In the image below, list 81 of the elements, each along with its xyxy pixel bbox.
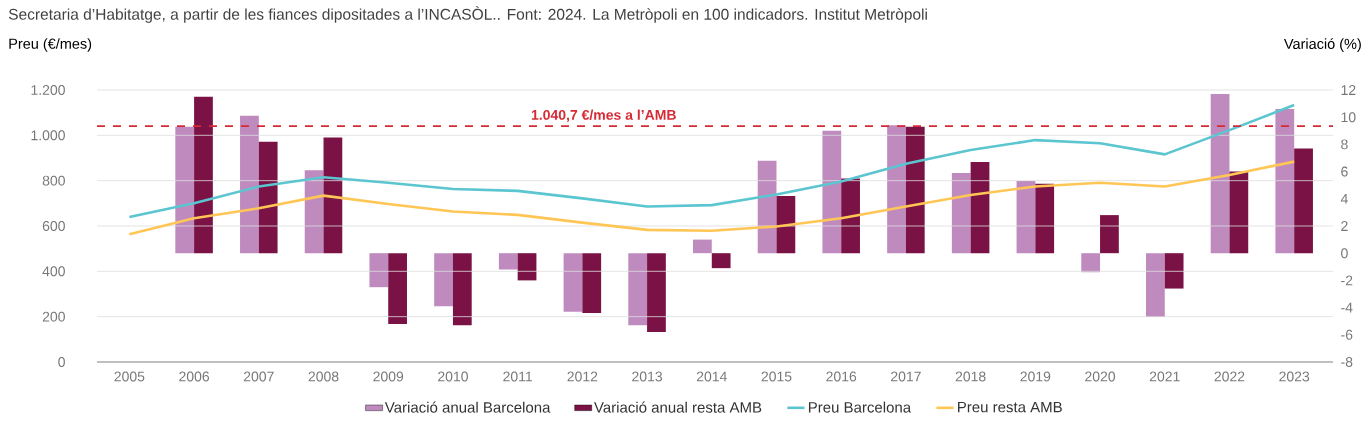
legend-label: Variació anual Barcelona xyxy=(384,401,551,413)
bar xyxy=(1081,253,1101,273)
chart-title: Secretaria d’Habitatge, a partir de les fiances dipositades a l’INCASÒL.. Font: 2024. La Metròpoli en 100 indicadors. Institut Metròpoli xyxy=(8,6,927,23)
x-tick-label: 2008 xyxy=(308,371,339,382)
bar xyxy=(1294,148,1313,254)
bar xyxy=(1229,171,1249,254)
bar xyxy=(175,126,195,254)
bar xyxy=(1275,109,1295,254)
x-tick-label: 2010 xyxy=(438,371,468,382)
x-tick-label: 2022 xyxy=(1214,371,1245,382)
x-tick-label: 2013 xyxy=(632,371,663,382)
bar xyxy=(498,253,518,270)
bar xyxy=(1145,253,1165,318)
x-tick-label: 2015 xyxy=(761,371,792,382)
bar xyxy=(711,253,731,269)
bar xyxy=(258,141,278,254)
bar xyxy=(452,253,472,326)
x-tick-label: 2012 xyxy=(567,371,598,382)
x-tick-label: 2020 xyxy=(1085,371,1116,382)
y2-tick-label: -4 xyxy=(1341,302,1353,313)
bar xyxy=(693,239,712,254)
bar xyxy=(970,162,990,254)
y2-tick-label: 8 xyxy=(1341,139,1348,150)
x-tick-label: 2014 xyxy=(696,371,727,382)
x-tick-label: 2019 xyxy=(1020,371,1051,382)
bar xyxy=(1016,181,1036,254)
bar xyxy=(304,170,324,254)
bar xyxy=(951,172,971,254)
y2-tick-label: 0 xyxy=(1341,248,1348,259)
x-tick-label: 2009 xyxy=(373,371,404,382)
y-tick-label: 400 xyxy=(42,266,65,277)
line-series xyxy=(128,103,1296,219)
y2-tick-label: -8 xyxy=(1341,357,1353,367)
y-tick-label: 1.000 xyxy=(31,130,65,141)
x-tick-label: 2016 xyxy=(826,371,857,382)
bar xyxy=(822,130,842,254)
y2-axis-title: Variació (%) xyxy=(1283,38,1361,52)
line-series xyxy=(128,160,1296,236)
legend-label: Variació anual resta AMB xyxy=(594,401,762,413)
x-tick-label: 2011 xyxy=(503,371,533,382)
y-tick-label: 800 xyxy=(42,175,65,186)
bar xyxy=(1100,215,1119,254)
x-tick-label: 2005 xyxy=(114,371,145,382)
bar xyxy=(369,253,389,288)
y2-tick-label: -2 xyxy=(1341,275,1353,286)
bar xyxy=(517,253,537,281)
y-axis-title: Preu (€/mes) xyxy=(9,38,92,52)
y-tick-label: 200 xyxy=(42,311,65,322)
legend-label: Preu resta AMB xyxy=(958,401,1062,413)
legend-label: Preu Barcelona xyxy=(808,401,912,413)
bar xyxy=(563,253,583,312)
x-tick-label: 2006 xyxy=(179,371,210,382)
bar xyxy=(628,253,648,326)
bar xyxy=(1164,253,1184,289)
y-tick-label: 0 xyxy=(58,357,65,367)
bar xyxy=(647,253,666,333)
bar xyxy=(887,125,906,254)
bar xyxy=(776,196,796,254)
bar xyxy=(194,96,213,254)
y2-tick-label: 12 xyxy=(1341,85,1356,95)
y-tick-label: 1.200 xyxy=(31,85,65,95)
x-tick-label: 2017 xyxy=(891,371,921,382)
x-tick-label: 2021 xyxy=(1149,371,1180,382)
y2-tick-label: 2 xyxy=(1341,221,1348,231)
bar xyxy=(905,126,925,254)
x-tick-label: 2018 xyxy=(955,371,986,382)
bar xyxy=(1035,183,1055,254)
bar xyxy=(240,115,259,254)
ref-line-label: 1.040,7 €/mes a l’AMB xyxy=(531,109,676,122)
y2-tick-label: 6 xyxy=(1341,166,1348,177)
x-tick-label: 2007 xyxy=(243,371,274,382)
bar xyxy=(841,178,860,254)
y-tick-label: 600 xyxy=(42,221,65,231)
bar xyxy=(434,253,453,307)
bar xyxy=(388,253,407,324)
y2-tick-label: -6 xyxy=(1341,329,1353,340)
y2-tick-label: 4 xyxy=(1340,193,1348,204)
y2-tick-label: 10 xyxy=(1341,112,1356,123)
bar xyxy=(1210,94,1230,254)
bar xyxy=(582,253,602,314)
x-tick-label: 2023 xyxy=(1279,371,1310,382)
